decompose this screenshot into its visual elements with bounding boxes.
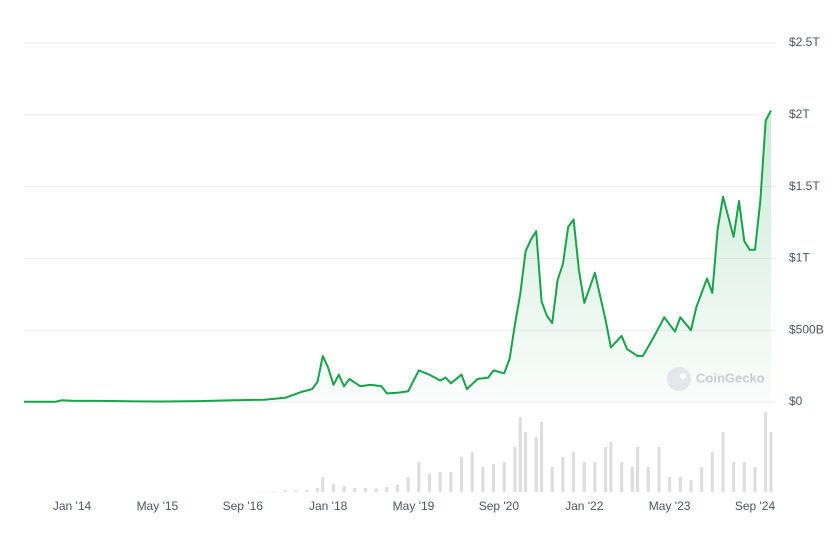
volume-bar xyxy=(647,467,650,492)
volume-bar xyxy=(273,492,276,493)
volume-bar xyxy=(551,467,554,492)
volume-bar xyxy=(364,488,367,492)
volume-bar xyxy=(284,491,287,493)
volume-bar xyxy=(689,480,692,492)
volume-bar xyxy=(519,417,522,492)
volume-bar xyxy=(753,467,756,492)
volume-bar xyxy=(583,462,586,492)
x-tick-label: Jan '22 xyxy=(565,499,604,513)
volume-bar xyxy=(316,488,319,492)
volume-bar xyxy=(417,462,420,492)
volume-bar xyxy=(535,437,538,492)
volume-bar xyxy=(513,447,516,492)
volume-bar xyxy=(385,487,388,492)
volume-bar xyxy=(604,447,607,492)
volume-bar xyxy=(407,477,410,492)
volume-bar xyxy=(460,457,463,492)
volume-bar xyxy=(375,489,378,493)
y-tick-label: $2.5T xyxy=(789,35,820,49)
y-tick-label: $1.5T xyxy=(789,179,820,193)
volume-bar xyxy=(700,467,703,492)
volume-bar xyxy=(471,452,474,492)
volume-bar xyxy=(770,432,773,492)
area-fill xyxy=(24,111,771,403)
volume-bar xyxy=(764,412,767,492)
y-tick-label: $2T xyxy=(789,107,810,121)
y-tick-label: $0 xyxy=(789,394,803,408)
volume-bar xyxy=(321,477,324,492)
volume-bar xyxy=(679,477,682,492)
volume-bar xyxy=(657,447,660,492)
volume-bar xyxy=(620,462,623,492)
x-tick-label: May '15 xyxy=(137,499,179,513)
x-tick-label: Sep '20 xyxy=(479,499,520,513)
x-tick-label: Jan '14 xyxy=(53,499,92,513)
x-tick-label: May '19 xyxy=(393,499,435,513)
volume-bar xyxy=(503,462,506,492)
volume-bar xyxy=(343,486,346,492)
volume-bar xyxy=(668,477,671,492)
volume-bar xyxy=(631,467,634,492)
volume-bar xyxy=(609,442,612,492)
volume-bar xyxy=(636,447,639,492)
volume-bar xyxy=(449,472,452,492)
watermark-logo-eye xyxy=(680,373,686,379)
watermark-text: CoinGecko xyxy=(696,370,765,385)
volume-bar xyxy=(396,485,399,492)
volume-bar xyxy=(428,474,431,492)
volume-bar xyxy=(743,462,746,492)
volume-bar xyxy=(481,467,484,492)
watermark-logo xyxy=(667,367,691,391)
volume-bar xyxy=(540,422,543,492)
x-tick-label: May '23 xyxy=(649,499,691,513)
volume-bar xyxy=(711,452,714,492)
volume-bar xyxy=(572,452,575,492)
volume-bar xyxy=(524,432,527,492)
volume-bar xyxy=(305,490,308,492)
volume-bar xyxy=(439,472,442,492)
x-tick-label: Sep '16 xyxy=(223,499,264,513)
volume-bar xyxy=(332,484,335,492)
volume-bar xyxy=(732,462,735,492)
volume-bar xyxy=(721,432,724,492)
y-tick-label: $500B xyxy=(789,322,824,336)
volume-bar xyxy=(593,462,596,492)
x-tick-label: Jan '18 xyxy=(309,499,348,513)
volume-bar xyxy=(353,488,356,492)
volume-bar xyxy=(492,464,495,492)
x-tick-label: Sep '24 xyxy=(735,499,776,513)
volume-bar xyxy=(295,491,298,493)
volume-bar xyxy=(561,457,564,492)
y-tick-label: $1T xyxy=(789,251,810,265)
